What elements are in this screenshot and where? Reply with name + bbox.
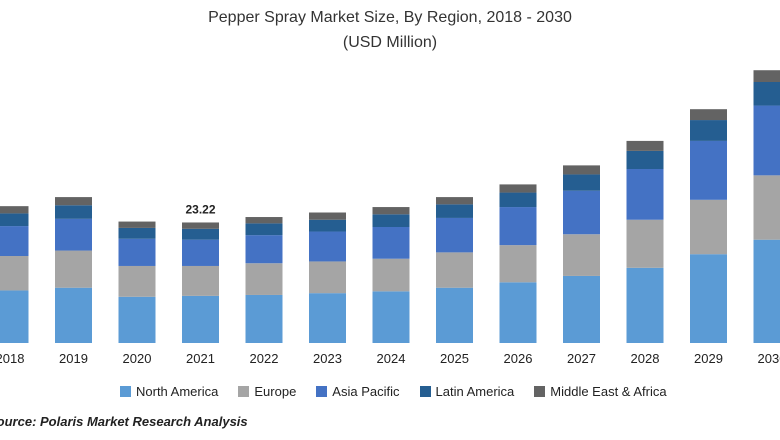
x-tick-2030: 2030: [758, 351, 780, 366]
legend-swatch-north-america: [120, 386, 131, 397]
bar-north-america-2026: [499, 282, 537, 343]
bar-europe-2027: [563, 234, 600, 276]
bar-latin-america-2022: [245, 223, 283, 236]
bar-latin-america-2023: [309, 219, 346, 232]
x-tick-2021: 2021: [186, 351, 215, 366]
chart-legend: North America Europe Asia Pacific Latin Ame…: [120, 384, 667, 399]
bar-latin-america-2019: [55, 205, 92, 219]
bar-asia-pacific-2022: [245, 235, 283, 264]
bar-asia-pacific-2024: [372, 227, 410, 259]
bar-middle-east-africa-2025: [436, 197, 473, 205]
bar-north-america-2021: [182, 295, 219, 343]
bar-latin-america-2027: [563, 174, 600, 191]
bar-north-america-2029: [690, 254, 727, 343]
bar-north-america-2024: [372, 291, 410, 343]
bar-europe-2019: [55, 250, 92, 288]
chart-subtitle: (USD Million): [342, 34, 438, 51]
legend-label-latin-america: Latin America: [435, 384, 515, 399]
x-tick-2029: 2029: [694, 351, 723, 366]
x-tick-2025: 2025: [440, 351, 469, 366]
bar-asia-pacific-2019: [55, 218, 92, 251]
bar-asia-pacific-2018: [0, 226, 29, 256]
bar-middle-east-africa-2027: [563, 165, 600, 175]
legend-label-europe: Europe: [254, 384, 297, 399]
bar-latin-america-2026: [499, 192, 537, 208]
bar-europe-2026: [499, 245, 537, 283]
bar-middle-east-africa-2028: [626, 140, 664, 151]
bar-europe-2020: [118, 265, 156, 297]
bar-latin-america-2028: [626, 150, 664, 169]
legend-item-europe: Europe: [238, 384, 296, 399]
source-note: Source: Polaris Market Research Analysis: [0, 414, 248, 429]
bar-europe-2022: [245, 263, 283, 295]
legend-label-north-america: North America: [136, 384, 219, 399]
x-tick-2020: 2020: [123, 351, 152, 366]
bar-latin-america-2020: [118, 227, 156, 239]
bar-latin-america-2029: [690, 120, 727, 141]
legend-item-latin-america: Latin America: [419, 384, 515, 399]
bar-north-america-2028: [626, 267, 664, 343]
x-tick-2027: 2027: [567, 351, 596, 366]
bar-asia-pacific-2023: [309, 231, 346, 262]
bar-europe-2018: [0, 256, 29, 291]
data-label-2021: 23.22: [185, 202, 215, 216]
legend-item-north-america: North America: [120, 384, 218, 399]
x-tick-2028: 2028: [631, 351, 660, 366]
bar-europe-2023: [309, 261, 346, 294]
legend-swatch-asia-pacific: [316, 386, 328, 397]
bar-europe-2021: [182, 265, 219, 296]
legend-swatch-latin-america: [419, 386, 431, 397]
bar-latin-america-2021: [182, 228, 219, 240]
bar-middle-east-africa-2019: [55, 197, 92, 206]
bar-middle-east-africa-2029: [690, 109, 727, 121]
bar-north-america-2023: [309, 293, 346, 343]
bar-latin-america-2025: [436, 204, 473, 218]
bar-asia-pacific-2027: [563, 190, 600, 235]
chart-title: Pepper Spray Market Size, By Region, 201…: [208, 9, 572, 26]
bar-europe-2024: [372, 258, 410, 292]
bar-north-america-2025: [436, 287, 473, 343]
bar-middle-east-africa-2030: [753, 70, 780, 82]
legend-swatch-europe: [238, 386, 250, 397]
bar-europe-2028: [626, 219, 664, 268]
bar-middle-east-africa-2022: [245, 217, 283, 224]
bar-north-america-2018: [0, 290, 29, 343]
legend-item-asia-pacific: Asia Pacific: [316, 384, 400, 399]
x-tick-2022: 2022: [250, 351, 279, 366]
bar-north-america-2022: [245, 294, 283, 343]
bar-middle-east-africa-2026: [499, 184, 537, 193]
bar-middle-east-africa-2021: [182, 222, 219, 229]
bar-north-america-2020: [118, 296, 156, 343]
bar-middle-east-africa-2023: [309, 212, 346, 220]
bar-europe-2029: [690, 199, 727, 255]
bar-asia-pacific-2029: [690, 140, 727, 200]
bar-asia-pacific-2021: [182, 239, 219, 266]
x-tick-2024: 2024: [377, 351, 406, 366]
bar-latin-america-2030: [753, 82, 780, 106]
x-tick-2019: 2019: [59, 351, 88, 366]
legend-label-middle-east-africa: Middle East & Africa: [550, 384, 667, 399]
x-tick-2023: 2023: [313, 351, 342, 366]
bar-middle-east-africa-2024: [372, 207, 410, 215]
bar-asia-pacific-2026: [499, 207, 537, 246]
bar-asia-pacific-2020: [118, 238, 156, 266]
bar-asia-pacific-2030: [753, 105, 780, 176]
bar-latin-america-2024: [372, 214, 410, 227]
x-tick-2018: 2018: [0, 351, 24, 366]
bar-asia-pacific-2025: [436, 217, 473, 253]
legend-swatch-middle-east-africa: [534, 386, 546, 397]
bar-europe-2025: [436, 252, 473, 288]
bar-north-america-2027: [563, 275, 600, 343]
legend-label-asia-pacific: Asia Pacific: [332, 384, 400, 399]
bar-middle-east-africa-2018: [0, 206, 29, 214]
legend-item-middle-east-africa: Middle East & Africa: [534, 384, 667, 399]
bar-middle-east-africa-2020: [118, 221, 156, 228]
bar-asia-pacific-2028: [626, 169, 664, 220]
bar-north-america-2030: [753, 239, 780, 343]
bar-europe-2030: [753, 175, 780, 240]
bar-latin-america-2018: [0, 213, 29, 227]
bar-north-america-2019: [55, 287, 92, 343]
x-tick-2026: 2026: [504, 351, 533, 366]
